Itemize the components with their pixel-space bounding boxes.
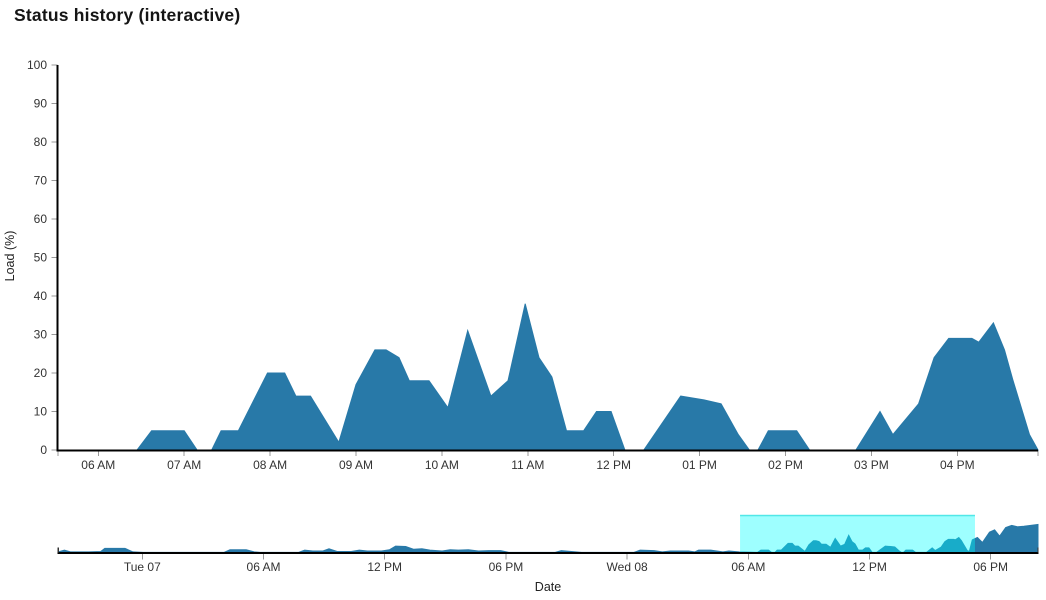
y-tick-label: 10 <box>34 405 48 419</box>
x-axis-title: Date <box>535 580 561 594</box>
overview-tick-label: Wed 08 <box>607 560 648 574</box>
y-tick-label: 70 <box>34 174 48 188</box>
y-axis-title: Load (%) <box>3 231 17 282</box>
overview-area-series <box>57 523 1039 553</box>
range-selection[interactable] <box>740 515 975 553</box>
x-tick-label: 09 AM <box>339 458 373 472</box>
y-tick-label: 50 <box>34 251 48 265</box>
x-tick-label: 02 PM <box>768 458 803 472</box>
y-tick-label: 30 <box>34 328 48 342</box>
range-selector-track[interactable] <box>58 512 1039 553</box>
y-axis-ticks: 0 10 20 30 40 50 60 70 80 90 100 <box>27 58 58 457</box>
x-tick-label: 12 PM <box>596 458 631 472</box>
y-tick-label: 20 <box>34 366 48 380</box>
y-tick-label: 60 <box>34 212 48 226</box>
x-axis-ticks: 06 AM 07 AM 08 AM 09 AM 10 AM 11 AM 12 PM 01 PM… <box>57 450 1039 472</box>
y-tick-label: 80 <box>34 135 48 149</box>
overview-tick-label: 06 PM <box>973 560 1008 574</box>
chart-title: Status history (interactive) <box>14 5 241 25</box>
x-tick-label: 03 PM <box>854 458 889 472</box>
x-tick-label: 06 AM <box>81 458 115 472</box>
x-tick-label: 11 AM <box>511 458 544 472</box>
x-tick-label: 10 AM <box>425 458 459 472</box>
x-tick-label: 07 AM <box>167 458 201 472</box>
overview-tick-label: 06 AM <box>247 560 281 574</box>
overview-tick-label: 12 PM <box>367 560 402 574</box>
range-selector: Tue 07 06 AM 12 PM 06 PM Wed 08 06 AM 12 PM 06 … <box>57 512 1039 594</box>
y-tick-label: 90 <box>34 97 48 111</box>
load-area-series <box>57 303 1039 451</box>
y-tick-label: 0 <box>40 443 47 457</box>
x-tick-label: 08 AM <box>253 458 287 472</box>
overview-tick-label: Tue 07 <box>124 560 161 574</box>
y-tick-label: 40 <box>34 289 48 303</box>
overview-tick-label: 12 PM <box>852 560 887 574</box>
main-plot-area[interactable] <box>58 65 1039 451</box>
overview-tick-label: 06 AM <box>731 560 765 574</box>
overview-tick-label: 06 PM <box>489 560 524 574</box>
y-tick-label: 100 <box>27 58 47 72</box>
x-tick-label: 01 PM <box>682 458 717 472</box>
x-tick-label: 04 PM <box>940 458 975 472</box>
main-chart: 0 10 20 30 40 50 60 70 80 90 100 06 AM 07 AM 08 AM 09… <box>3 58 1039 472</box>
overview-ticks: Tue 07 06 AM 12 PM 06 PM Wed 08 06 AM 12 PM 06 … <box>57 547 1039 574</box>
